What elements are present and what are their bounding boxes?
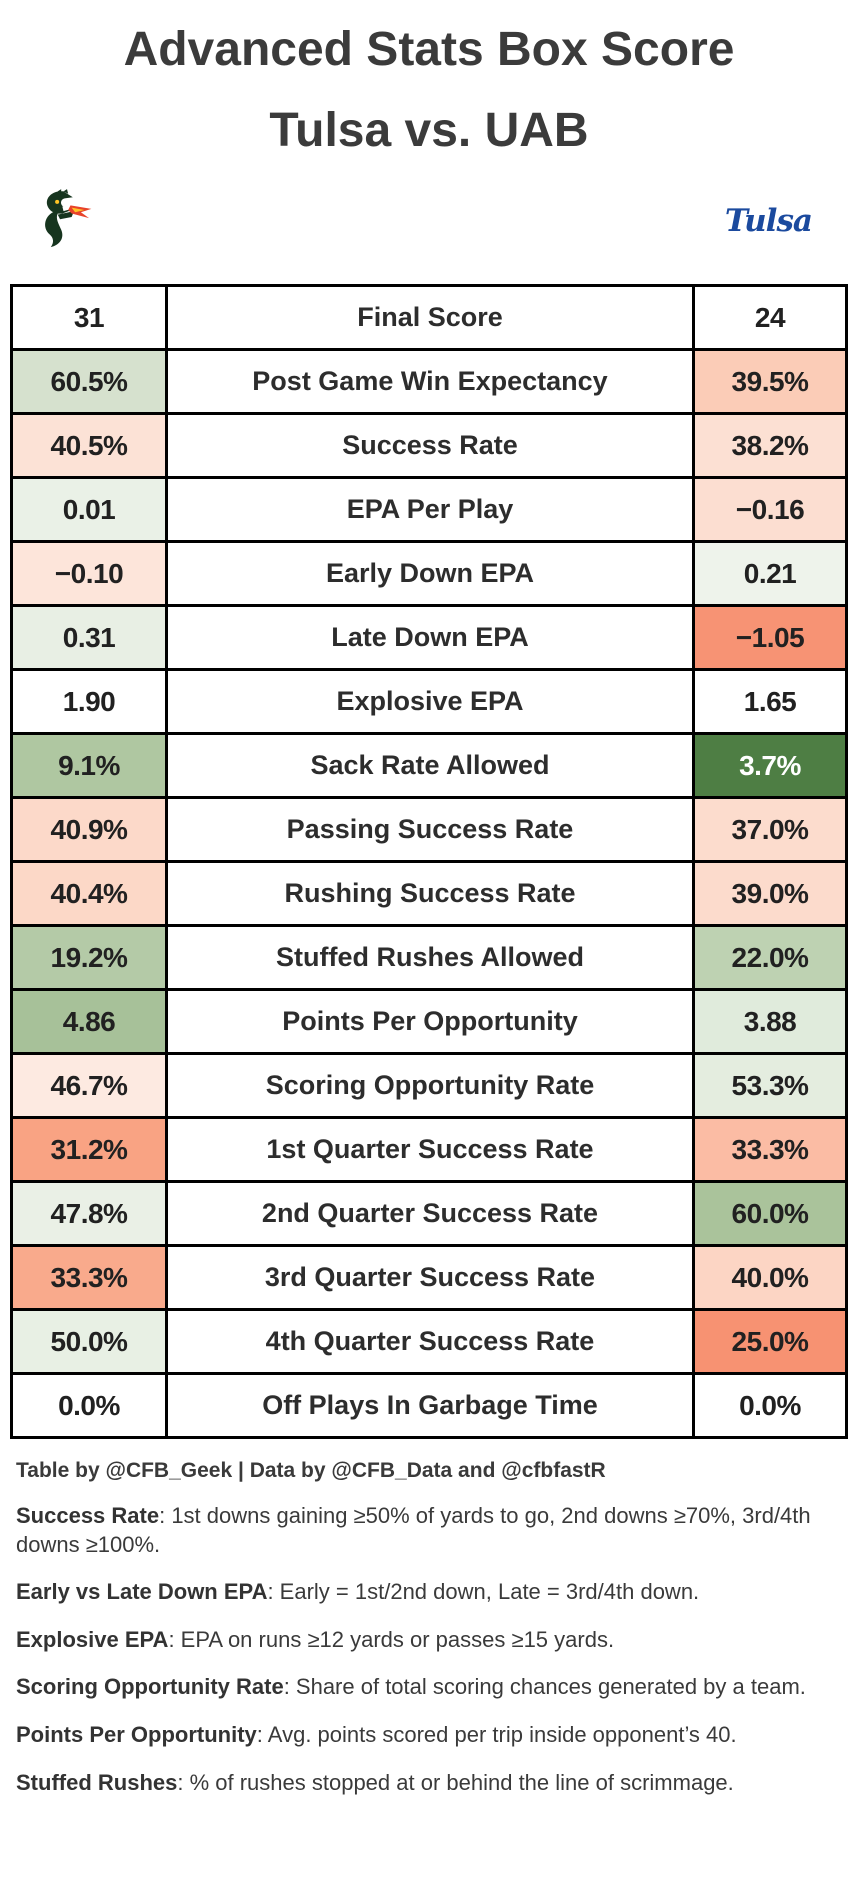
uab-value-cell: 19.2% xyxy=(13,927,168,988)
title-line-1: Advanced Stats Box Score xyxy=(123,23,735,76)
tulsa-value-cell: 0.21 xyxy=(695,543,845,604)
metric-label-cell: Late Down EPA xyxy=(168,607,695,668)
table-row: 4.86 Points Per Opportunity 3.88 xyxy=(13,991,845,1055)
note-label: Explosive EPA xyxy=(16,1626,169,1652)
note-points-per-opportunity: Points Per Opportunity: Avg. points scor… xyxy=(16,1721,828,1750)
metric-label-cell: 2nd Quarter Success Rate xyxy=(168,1183,695,1244)
metric-label-cell: Points Per Opportunity xyxy=(168,991,695,1052)
tulsa-value-cell: 60.0% xyxy=(695,1183,845,1244)
table-row: 1.90 Explosive EPA 1.65 xyxy=(13,671,845,735)
metric-label-cell: 3rd Quarter Success Rate xyxy=(168,1247,695,1308)
metric-label-cell: Sack Rate Allowed xyxy=(168,735,695,796)
table-row: 40.4% Rushing Success Rate 39.0% xyxy=(13,863,845,927)
tulsa-value-cell: 38.2% xyxy=(695,415,845,476)
tulsa-value-cell: 33.3% xyxy=(695,1119,845,1180)
table-row: 31.2% 1st Quarter Success Rate 33.3% xyxy=(13,1119,845,1183)
uab-value-cell: 40.9% xyxy=(13,799,168,860)
note-label: Stuffed Rushes xyxy=(16,1769,178,1795)
table-row: 47.8% 2nd Quarter Success Rate 60.0% xyxy=(13,1183,845,1247)
metric-label-cell: Early Down EPA xyxy=(168,543,695,604)
note-text: : Share of total scoring chances generat… xyxy=(283,1674,806,1700)
tulsa-wordmark-logo: Tulsa xyxy=(724,203,813,239)
table-row: 9.1% Sack Rate Allowed 3.7% xyxy=(13,735,845,799)
uab-value-cell: 1.90 xyxy=(13,671,168,732)
tulsa-value-cell: 53.3% xyxy=(695,1055,845,1116)
stats-table: 31 Final Score 24 60.5% Post Game Win Ex… xyxy=(10,284,848,1439)
tulsa-value-cell: 0.0% xyxy=(695,1375,845,1436)
table-row: 0.0% Off Plays In Garbage Time 0.0% xyxy=(13,1375,845,1436)
metric-label-cell: Post Game Win Expectancy xyxy=(168,351,695,412)
credit-line: Table by @CFB_Geek | Data by @CFB_Data a… xyxy=(16,1459,606,1482)
tulsa-value-cell: 24 xyxy=(695,287,845,348)
table-row: 33.3% 3rd Quarter Success Rate 40.0% xyxy=(13,1247,845,1311)
table-row: −0.10 Early Down EPA 0.21 xyxy=(13,543,845,607)
table-row: 40.9% Passing Success Rate 37.0% xyxy=(13,799,845,863)
table-row: 60.5% Post Game Win Expectancy 39.5% xyxy=(13,351,845,415)
metric-label-cell: Rushing Success Rate xyxy=(168,863,695,924)
table-row: 50.0% 4th Quarter Success Rate 25.0% xyxy=(13,1311,845,1375)
note-text: : Early = 1st/2nd down, Late = 3rd/4th d… xyxy=(267,1579,700,1605)
uab-value-cell: 0.0% xyxy=(13,1375,168,1436)
note-scoring-opportunity: Scoring Opportunity Rate: Share of total… xyxy=(16,1673,828,1702)
tulsa-value-cell: −0.16 xyxy=(695,479,845,540)
note-label: Success Rate xyxy=(16,1503,160,1528)
tulsa-value-cell: −1.05 xyxy=(695,607,845,668)
table-row: 40.5% Success Rate 38.2% xyxy=(13,415,845,479)
tulsa-value-cell: 22.0% xyxy=(695,927,845,988)
note-text: : % of rushes stopped at or behind the l… xyxy=(177,1769,734,1795)
note-label: Points Per Opportunity xyxy=(16,1721,257,1747)
metric-label-cell: Passing Success Rate xyxy=(168,799,695,860)
uab-value-cell: 33.3% xyxy=(13,1247,168,1308)
metric-label-cell: Final Score xyxy=(168,287,695,348)
metric-label-cell: Stuffed Rushes Allowed xyxy=(168,927,695,988)
tulsa-value-cell: 39.0% xyxy=(695,863,845,924)
tulsa-value-cell: 39.5% xyxy=(695,351,845,412)
title-line-2: Tulsa vs. UAB xyxy=(269,104,589,157)
uab-value-cell: 47.8% xyxy=(13,1183,168,1244)
note-early-late-epa: Early vs Late Down EPA: Early = 1st/2nd … xyxy=(16,1578,828,1607)
metric-label-cell: 1st Quarter Success Rate xyxy=(168,1119,695,1180)
uab-value-cell: 40.4% xyxy=(13,863,168,924)
table-row: 19.2% Stuffed Rushes Allowed 22.0% xyxy=(13,927,845,991)
tulsa-value-cell: 40.0% xyxy=(695,1247,845,1308)
tulsa-value-cell: 3.7% xyxy=(695,735,845,796)
table-row: 46.7% Scoring Opportunity Rate 53.3% xyxy=(13,1055,845,1119)
tulsa-value-cell: 3.88 xyxy=(695,991,845,1052)
tulsa-value-cell: 1.65 xyxy=(695,671,845,732)
note-success-rate: Success Rate: 1st downs gaining ≥50% of … xyxy=(16,1502,828,1559)
metric-label-cell: Scoring Opportunity Rate xyxy=(168,1055,695,1116)
team-logos-row: Tulsa xyxy=(0,162,858,280)
tulsa-value-cell: 37.0% xyxy=(695,799,845,860)
note-text: : EPA on runs ≥12 yards or passes ≥15 ya… xyxy=(168,1626,615,1652)
uab-value-cell: 0.01 xyxy=(13,479,168,540)
note-explosive-epa: Explosive EPA: EPA on runs ≥12 yards or … xyxy=(16,1626,828,1655)
uab-value-cell: 40.5% xyxy=(13,415,168,476)
uab-value-cell: 31.2% xyxy=(13,1119,168,1180)
uab-value-cell: 50.0% xyxy=(13,1311,168,1372)
note-label: Early vs Late Down EPA xyxy=(16,1579,268,1605)
table-row: 0.01 EPA Per Play −0.16 xyxy=(13,479,845,543)
uab-value-cell: 31 xyxy=(13,287,168,348)
note-text: : Avg. points scored per trip inside opp… xyxy=(256,1721,737,1747)
table-row: 0.31 Late Down EPA −1.05 xyxy=(13,607,845,671)
uab-value-cell: 46.7% xyxy=(13,1055,168,1116)
note-text: : 1st downs gaining ≥50% of yards to go,… xyxy=(16,1503,811,1557)
page-title: Advanced Stats Box Score Tulsa vs. UAB xyxy=(0,0,858,158)
uab-dragon-logo-icon xyxy=(45,189,92,248)
uab-value-cell: −0.10 xyxy=(13,543,168,604)
metric-label-cell: EPA Per Play xyxy=(168,479,695,540)
metric-label-cell: Off Plays In Garbage Time xyxy=(168,1375,695,1436)
uab-value-cell: 60.5% xyxy=(13,351,168,412)
table-row: 31 Final Score 24 xyxy=(13,287,845,351)
note-stuffed-rushes: Stuffed Rushes: % of rushes stopped at o… xyxy=(16,1769,828,1798)
tulsa-value-cell: 25.0% xyxy=(695,1311,845,1372)
uab-value-cell: 0.31 xyxy=(13,607,168,668)
metric-label-cell: 4th Quarter Success Rate xyxy=(168,1311,695,1372)
metric-label-cell: Success Rate xyxy=(168,415,695,476)
metric-label-cell: Explosive EPA xyxy=(168,671,695,732)
footer-notes: Table by @CFB_Geek | Data by @CFB_Data a… xyxy=(0,1439,858,1797)
uab-value-cell: 9.1% xyxy=(13,735,168,796)
uab-value-cell: 4.86 xyxy=(13,991,168,1052)
note-label: Scoring Opportunity Rate xyxy=(16,1674,284,1700)
